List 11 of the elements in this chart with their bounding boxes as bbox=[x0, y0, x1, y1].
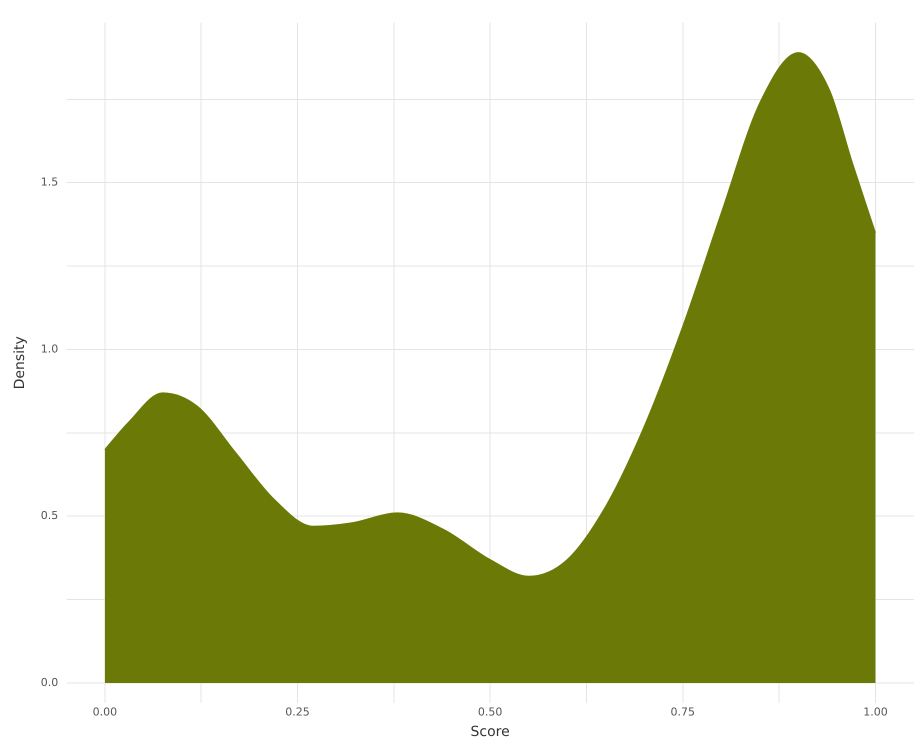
x-tick-label: 0.50 bbox=[478, 705, 502, 718]
y-axis-title: Density bbox=[12, 336, 28, 390]
x-axis-title: Score bbox=[470, 724, 510, 740]
x-tick-label: 0.00 bbox=[92, 705, 118, 718]
x-tick-label: 1.00 bbox=[863, 705, 888, 718]
y-tick-label: 0.0 bbox=[40, 676, 58, 689]
y-tick-label: 1.0 bbox=[40, 342, 58, 356]
x-tick-label: 0.25 bbox=[285, 705, 310, 718]
y-tick-label: 1.5 bbox=[40, 176, 58, 189]
y-tick-label: 0.5 bbox=[40, 509, 58, 522]
x-tick-label: 0.75 bbox=[670, 705, 696, 718]
